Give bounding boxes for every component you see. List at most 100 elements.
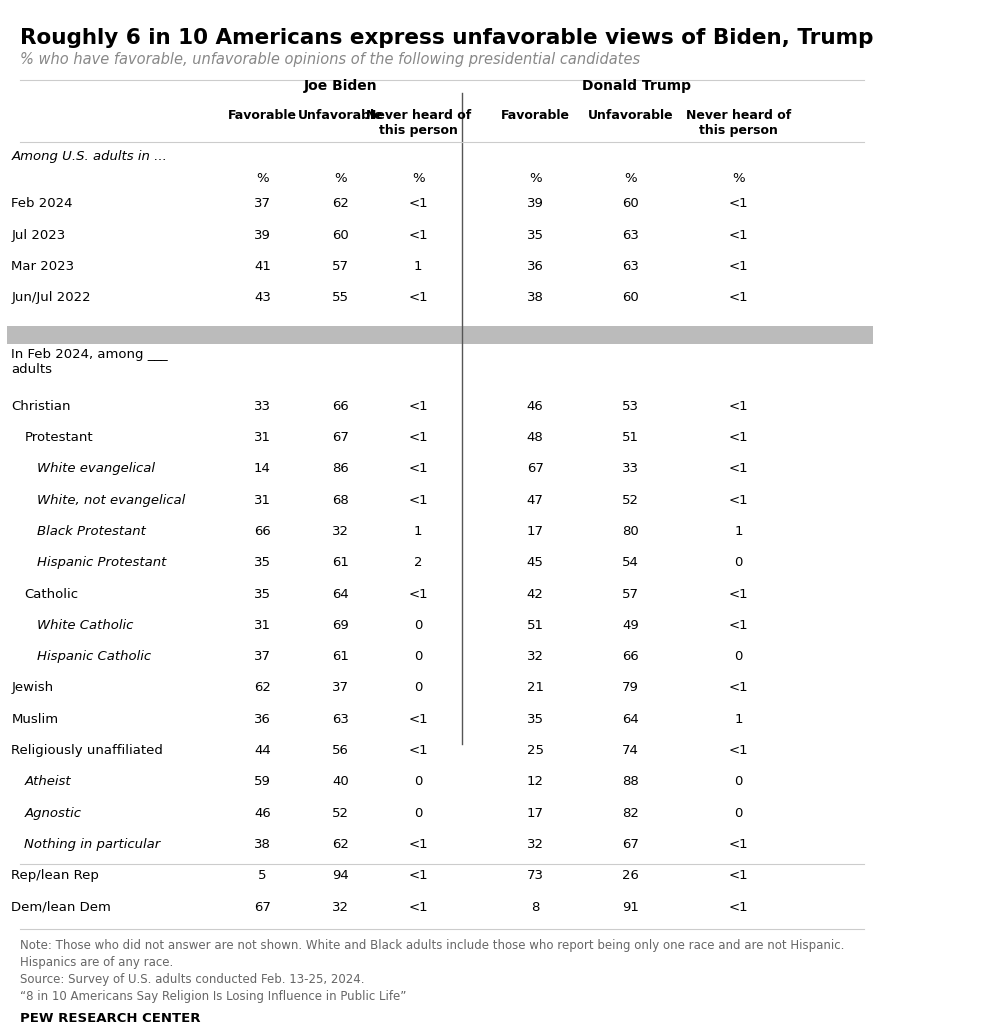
Text: 17: 17 (527, 525, 544, 538)
Text: 40: 40 (332, 775, 349, 788)
Text: Never heard of
this person: Never heard of this person (686, 110, 791, 137)
Text: Jewish: Jewish (11, 681, 53, 694)
Text: 21: 21 (527, 681, 544, 694)
Text: 67: 67 (527, 462, 544, 475)
Text: 35: 35 (527, 228, 544, 242)
Text: 51: 51 (527, 618, 544, 632)
Text: 1: 1 (414, 525, 423, 538)
Text: 67: 67 (332, 431, 349, 444)
Text: 67: 67 (254, 901, 271, 913)
Text: 0: 0 (734, 807, 743, 819)
Text: 36: 36 (254, 713, 271, 726)
Text: <1: <1 (729, 901, 748, 913)
Text: 5: 5 (259, 869, 266, 883)
Text: Unfavorable: Unfavorable (298, 110, 383, 122)
Text: 12: 12 (527, 775, 544, 788)
Text: <1: <1 (409, 462, 429, 475)
Text: 59: 59 (254, 775, 271, 788)
Text: 32: 32 (527, 650, 544, 664)
Text: 0: 0 (734, 556, 743, 569)
Text: 39: 39 (527, 198, 544, 210)
Text: Agnostic: Agnostic (25, 807, 82, 819)
Text: %: % (257, 172, 268, 185)
Text: 0: 0 (414, 681, 423, 694)
Text: 35: 35 (527, 713, 544, 726)
Text: 57: 57 (332, 260, 349, 272)
Text: 42: 42 (527, 588, 544, 600)
Text: 53: 53 (622, 399, 639, 413)
Text: 60: 60 (332, 228, 349, 242)
Text: 33: 33 (254, 399, 271, 413)
Text: 49: 49 (622, 618, 639, 632)
Text: Nothing in particular: Nothing in particular (25, 838, 160, 851)
Text: 48: 48 (527, 431, 544, 444)
Text: 79: 79 (622, 681, 639, 694)
Text: White evangelical: White evangelical (37, 462, 155, 475)
Text: 54: 54 (622, 556, 639, 569)
Text: <1: <1 (409, 198, 429, 210)
Text: 62: 62 (254, 681, 271, 694)
Text: 74: 74 (622, 744, 639, 757)
Text: 66: 66 (254, 525, 270, 538)
Text: Hispanic Protestant: Hispanic Protestant (37, 556, 167, 569)
Text: 88: 88 (622, 775, 639, 788)
Text: White, not evangelical: White, not evangelical (37, 494, 186, 507)
Text: <1: <1 (729, 681, 748, 694)
Text: <1: <1 (729, 399, 748, 413)
Text: <1: <1 (409, 291, 429, 304)
Text: 0: 0 (734, 775, 743, 788)
Text: 32: 32 (332, 901, 349, 913)
Text: 25: 25 (527, 744, 544, 757)
Text: <1: <1 (729, 260, 748, 272)
Text: 31: 31 (254, 494, 271, 507)
Text: <1: <1 (409, 838, 429, 851)
Text: 46: 46 (254, 807, 270, 819)
Text: 43: 43 (254, 291, 271, 304)
Text: 0: 0 (414, 775, 423, 788)
Text: 63: 63 (332, 713, 349, 726)
Text: <1: <1 (409, 713, 429, 726)
Text: 8: 8 (531, 901, 540, 913)
Text: <1: <1 (729, 228, 748, 242)
Bar (7, 326, 873, 344)
Text: Favorable: Favorable (228, 110, 297, 122)
Text: In Feb 2024, among ___
adults: In Feb 2024, among ___ adults (11, 348, 168, 376)
Text: Rep/lean Rep: Rep/lean Rep (11, 869, 99, 883)
Text: 64: 64 (622, 713, 639, 726)
Text: Jul 2023: Jul 2023 (11, 228, 66, 242)
Text: <1: <1 (729, 869, 748, 883)
Text: 69: 69 (332, 618, 349, 632)
Text: Roughly 6 in 10 Americans express unfavorable views of Biden, Trump: Roughly 6 in 10 Americans express unfavo… (20, 28, 874, 47)
Text: 39: 39 (254, 228, 271, 242)
Text: 31: 31 (254, 431, 271, 444)
Text: Christian: Christian (11, 399, 71, 413)
Text: Atheist: Atheist (25, 775, 71, 788)
Text: <1: <1 (409, 744, 429, 757)
Text: Mar 2023: Mar 2023 (11, 260, 75, 272)
Text: 63: 63 (622, 260, 639, 272)
Text: 62: 62 (332, 838, 349, 851)
Text: 2: 2 (414, 556, 423, 569)
Text: %: % (529, 172, 542, 185)
Text: White Catholic: White Catholic (37, 618, 134, 632)
Text: 32: 32 (527, 838, 544, 851)
Text: <1: <1 (729, 462, 748, 475)
Text: %: % (624, 172, 637, 185)
Text: <1: <1 (729, 198, 748, 210)
Text: 60: 60 (622, 291, 639, 304)
Text: 32: 32 (332, 525, 349, 538)
Text: Never heard of
this person: Never heard of this person (366, 110, 471, 137)
Text: 68: 68 (332, 494, 349, 507)
Text: 41: 41 (254, 260, 271, 272)
Text: 66: 66 (332, 399, 349, 413)
Text: % who have favorable, unfavorable opinions of the following presidential candida: % who have favorable, unfavorable opinio… (20, 52, 640, 68)
Text: 62: 62 (332, 198, 349, 210)
Text: Hispanic Catholic: Hispanic Catholic (37, 650, 151, 664)
Text: 47: 47 (527, 494, 544, 507)
Text: Donald Trump: Donald Trump (583, 80, 691, 93)
Text: 38: 38 (527, 291, 544, 304)
Text: 0: 0 (734, 650, 743, 664)
Text: <1: <1 (729, 618, 748, 632)
Text: 35: 35 (254, 556, 271, 569)
Text: 37: 37 (254, 650, 271, 664)
